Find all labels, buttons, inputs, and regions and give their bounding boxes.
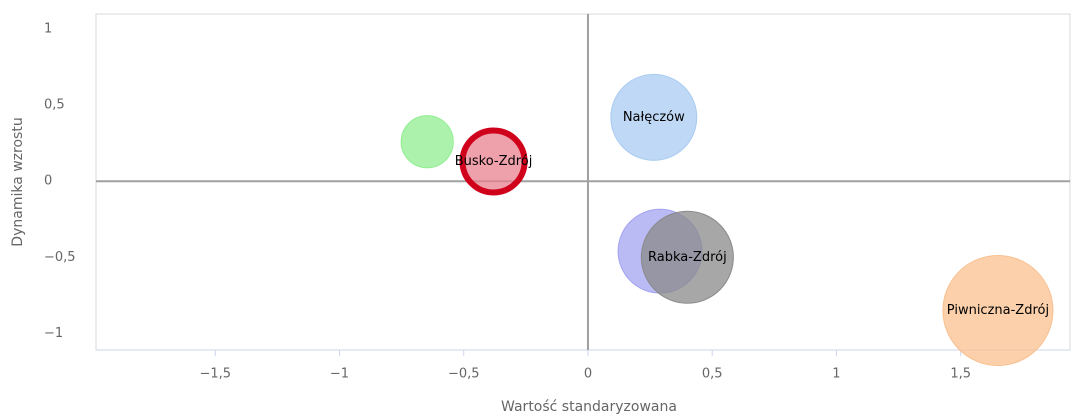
x-tick-label: −1 [330, 367, 349, 382]
bubble-label: Busko-Zdrój [455, 154, 533, 169]
bubble [610, 73, 698, 161]
y-axis-title: Dynamika wzrostu [10, 117, 26, 246]
bubble-label: Piwniczna-Zdrój [947, 303, 1049, 318]
bubble-label: Rabka-Zdrój [648, 250, 727, 265]
x-tick-label: 1 [832, 367, 840, 382]
y-tick-label: 1 [44, 22, 52, 37]
x-axis-title: Wartość standaryzowana [501, 399, 677, 415]
bubble [942, 254, 1054, 366]
y-tick-label: −1 [44, 326, 63, 341]
y-tick-label: 0 [44, 174, 52, 189]
bubble [640, 210, 734, 304]
bubble [459, 127, 528, 196]
x-tick-label: 1,5 [950, 367, 971, 382]
y-tick-label: 0,5 [44, 98, 65, 113]
x-tick-label: −0,5 [448, 367, 480, 382]
bubble-label: Nałęczów [623, 110, 685, 125]
y-tick-label: −0,5 [44, 250, 76, 265]
x-tick-label: 0,5 [702, 367, 723, 382]
x-tick-label: −1,5 [199, 367, 231, 382]
x-tick-label: 0 [584, 367, 592, 382]
bubble [400, 115, 454, 169]
